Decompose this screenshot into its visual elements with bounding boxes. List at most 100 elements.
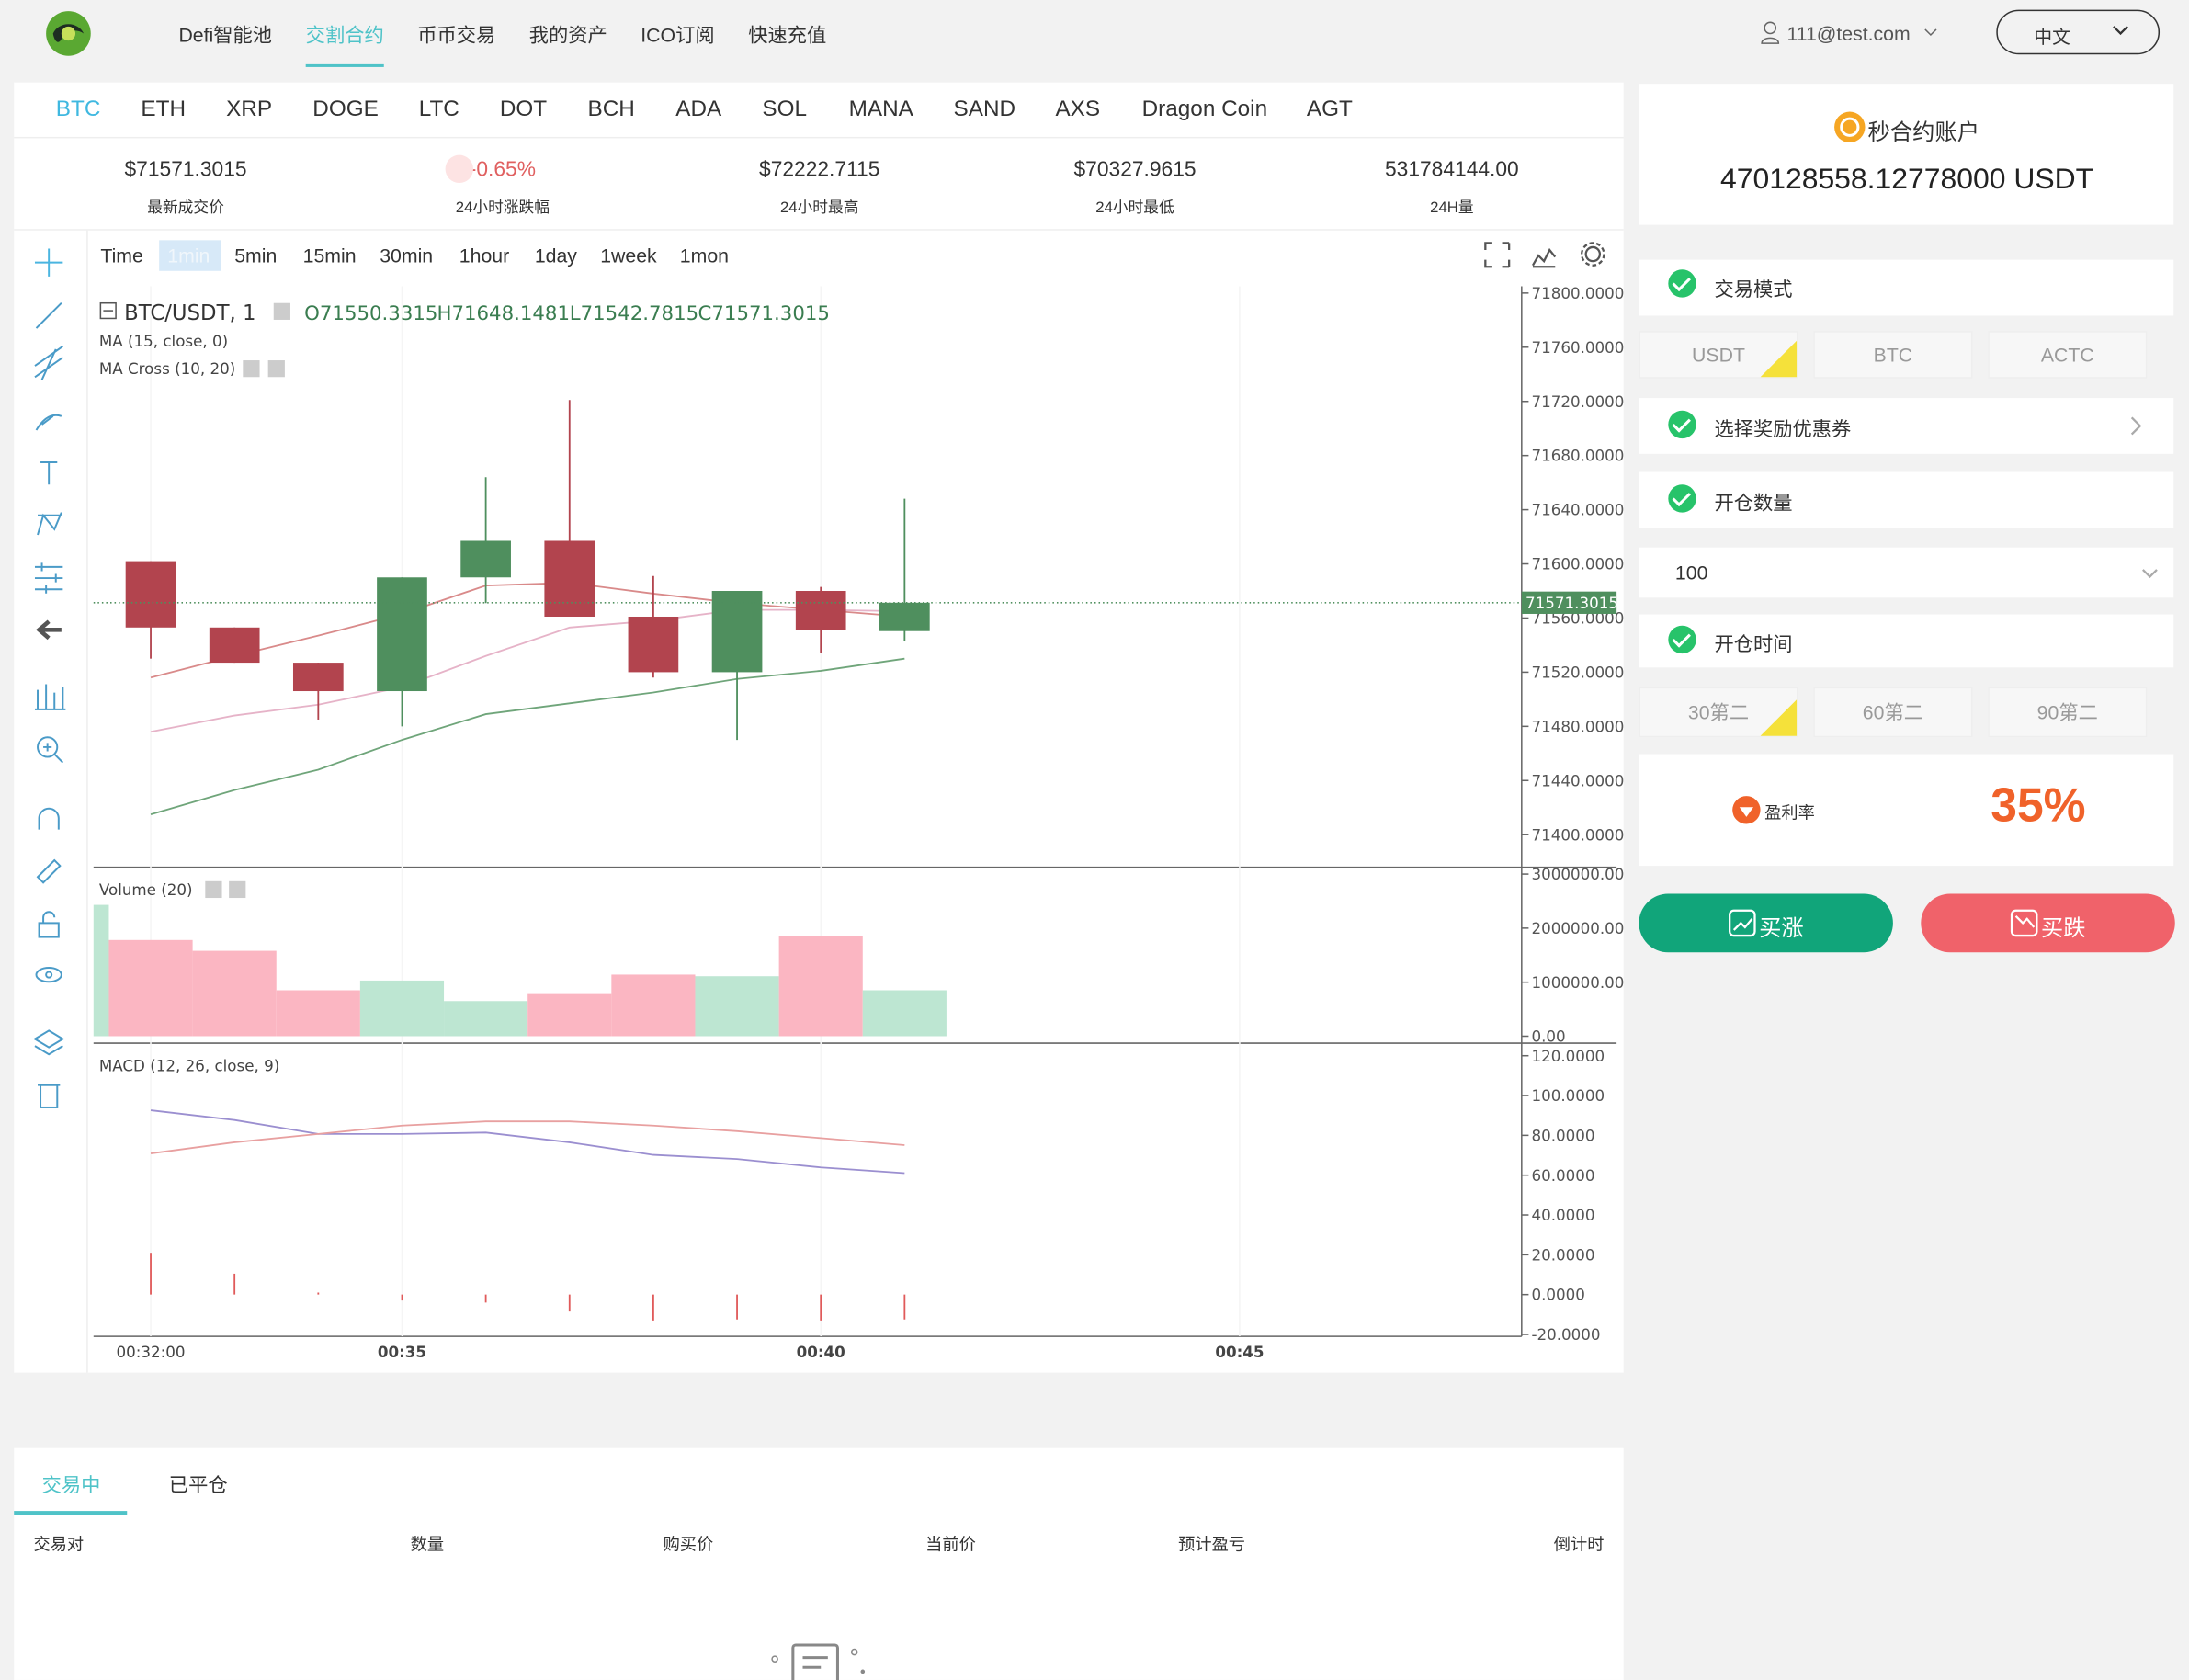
option-button[interactable]: 90第二 <box>1988 687 2148 738</box>
interval[interactable]: 5min <box>234 244 278 267</box>
column-header: 预计盈亏 <box>1178 1534 1246 1555</box>
interval[interactable]: 1min <box>167 244 210 267</box>
divider <box>86 230 88 1373</box>
nav-underline <box>305 63 384 67</box>
ticker-value: 531784144.00 <box>1384 157 1519 182</box>
nav-item[interactable]: 快速充值 <box>748 23 827 47</box>
tab[interactable]: 交易中 <box>41 1473 101 1496</box>
option-button[interactable]: ACTC <box>1988 331 2148 379</box>
ticker-label: 24小时最高 <box>779 199 859 217</box>
option-button[interactable]: USDT <box>1639 331 1798 379</box>
user-email[interactable]: 111@test.com <box>1786 22 1911 45</box>
ticker-value: -0.65% <box>469 157 536 182</box>
coupon-label: 选择奖励优惠券 <box>1714 417 1852 440</box>
option-button[interactable]: 30第二 <box>1639 687 1798 738</box>
orders-panel <box>14 1447 1624 1680</box>
ticker-value: $72222.7115 <box>759 157 880 182</box>
column-header: 数量 <box>410 1534 445 1555</box>
row <box>1639 471 2174 528</box>
option-button[interactable]: BTC <box>1813 331 1973 379</box>
interval[interactable]: 30min <box>380 244 434 267</box>
account-box <box>1639 84 2174 225</box>
interval[interactable]: Time <box>100 244 143 267</box>
coin-tab[interactable]: SOL <box>762 97 808 122</box>
column-header: 倒计时 <box>1553 1534 1605 1555</box>
row <box>1639 614 2174 668</box>
mode-label: 交易模式 <box>1714 278 1793 301</box>
nav-item[interactable]: ICO订阅 <box>641 23 715 47</box>
trend-icon <box>445 154 473 184</box>
rate-box <box>1639 754 2174 867</box>
ticker-value: $70327.9615 <box>1073 157 1197 182</box>
nav-item[interactable]: 我的资产 <box>528 23 607 47</box>
buy-down: 买跌 <box>2040 917 2086 942</box>
ticker-label: 24小时涨跌幅 <box>455 199 550 217</box>
down-icon <box>2010 909 2038 937</box>
coin-tab[interactable]: AGT <box>1306 97 1353 122</box>
interval[interactable]: 1hour <box>459 244 510 267</box>
check <box>1668 269 1696 298</box>
amount-label: 开仓数量 <box>1714 491 1793 515</box>
option-button[interactable]: 60第二 <box>1813 687 1973 738</box>
amount: 100 <box>1674 561 1708 585</box>
ticker-value: $71571.3015 <box>124 157 247 182</box>
coin-tab[interactable]: ETH <box>141 97 187 122</box>
buy-up-button[interactable] <box>1639 893 1893 953</box>
interval[interactable]: 1day <box>534 244 577 267</box>
check <box>1668 410 1696 439</box>
chart-panel <box>14 82 1624 1373</box>
coin-tab[interactable]: LTC <box>418 97 459 122</box>
language-select[interactable] <box>1996 9 2161 55</box>
column-header: 购买价 <box>663 1534 714 1555</box>
row[interactable] <box>1639 398 2174 454</box>
coin-tab[interactable]: MANA <box>848 97 913 122</box>
coin-tab[interactable]: SAND <box>953 97 1016 122</box>
buy-down-button[interactable] <box>1921 893 2175 953</box>
balance: 470128558.12778000 USDT <box>1719 163 2094 196</box>
selected-mark <box>1760 340 1798 378</box>
coin-tab[interactable]: BTC <box>55 97 101 122</box>
time-label: 开仓时间 <box>1714 632 1793 655</box>
ticker-label: 24小时最低 <box>1095 199 1174 217</box>
ticker-label: 最新成交价 <box>147 199 224 217</box>
buy-up: 买涨 <box>1759 917 1804 942</box>
rate-label: 盈利率 <box>1764 802 1815 823</box>
tab-underline <box>14 1511 128 1515</box>
divider <box>14 136 1624 139</box>
nav-item[interactable]: 币币交易 <box>417 23 496 47</box>
check <box>1668 484 1696 513</box>
coin-tab[interactable]: XRP <box>226 97 273 122</box>
interval[interactable]: 15min <box>302 244 357 267</box>
user-icon <box>1761 21 1937 44</box>
coin-tab[interactable]: BCH <box>587 97 635 122</box>
tab[interactable]: 已平仓 <box>168 1473 228 1496</box>
interval-active <box>159 240 221 271</box>
interval[interactable]: 1week <box>600 244 657 267</box>
coin-tab[interactable]: Dragon Coin <box>1141 97 1268 122</box>
selected-mark <box>1760 699 1798 736</box>
coin-tab[interactable]: DOGE <box>312 97 379 122</box>
ticker-label: 24H量 <box>1430 199 1474 217</box>
account-title: 秒合约账户 <box>1867 121 1980 146</box>
chevron <box>2142 569 2158 579</box>
coin-tab[interactable]: AXS <box>1055 97 1101 122</box>
coin-tab[interactable]: ADA <box>675 97 722 122</box>
empty-icon <box>771 1643 866 1680</box>
nav-item[interactable]: Defi智能池 <box>178 23 273 47</box>
divider <box>14 229 1624 231</box>
chevron <box>2113 26 2128 36</box>
logo[interactable] <box>45 10 93 58</box>
rate: 35% <box>1991 778 2086 833</box>
rate-icon <box>1732 796 1761 824</box>
interval[interactable]: 1mon <box>679 244 730 267</box>
chevron <box>2130 416 2142 436</box>
language: 中文 <box>2034 26 2070 48</box>
coin-icon <box>1834 111 1866 142</box>
coin-tab[interactable]: DOT <box>499 97 548 122</box>
up-icon <box>1729 909 1756 937</box>
column-header: 交易对 <box>33 1534 85 1555</box>
nav-item[interactable]: 交割合约 <box>305 23 384 47</box>
amount-select[interactable] <box>1639 547 2174 598</box>
column-header: 当前价 <box>925 1534 976 1555</box>
